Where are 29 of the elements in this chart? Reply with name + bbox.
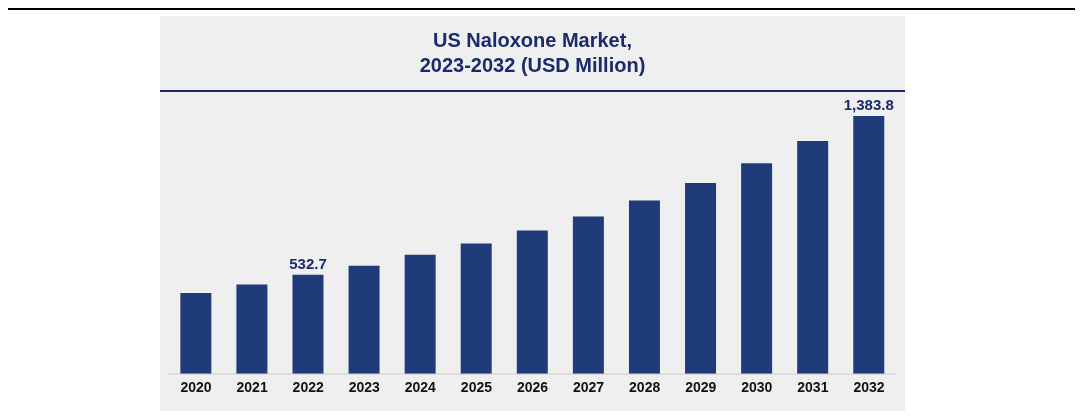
- x-tick-label: 2028: [629, 378, 661, 395]
- x-tick-label: 2027: [573, 378, 605, 395]
- x-tick-label: 2032: [853, 378, 885, 395]
- bar: [516, 230, 548, 374]
- data-label: 532.7: [289, 254, 327, 272]
- bar: [685, 182, 717, 374]
- x-tick-label: 2029: [685, 378, 717, 395]
- bar: [741, 163, 773, 374]
- bar: [572, 216, 604, 374]
- bar: [404, 254, 436, 374]
- x-tick-label: 2022: [292, 378, 324, 395]
- x-tick-label: 2024: [404, 378, 437, 395]
- data-label: 1,383.8: [843, 96, 894, 113]
- bar: [797, 140, 829, 374]
- bar: [292, 274, 324, 374]
- bar: [853, 116, 885, 374]
- x-tick-label: 2026: [516, 378, 549, 395]
- bar: [628, 200, 660, 374]
- bar: [460, 243, 492, 374]
- x-tick-label: 2021: [236, 378, 268, 395]
- bar: [236, 284, 268, 374]
- bar: [180, 292, 212, 374]
- x-tick-label: 2031: [797, 378, 829, 395]
- x-tick-label: 2020: [180, 378, 212, 395]
- x-tick-label: 2030: [741, 378, 773, 395]
- x-tick-label: 2025: [460, 378, 493, 395]
- x-tick-label: 2023: [348, 378, 381, 395]
- chart-title: US Naloxone Market, 2023-2032 (USD Million): [418, 28, 647, 78]
- bar: [348, 265, 380, 374]
